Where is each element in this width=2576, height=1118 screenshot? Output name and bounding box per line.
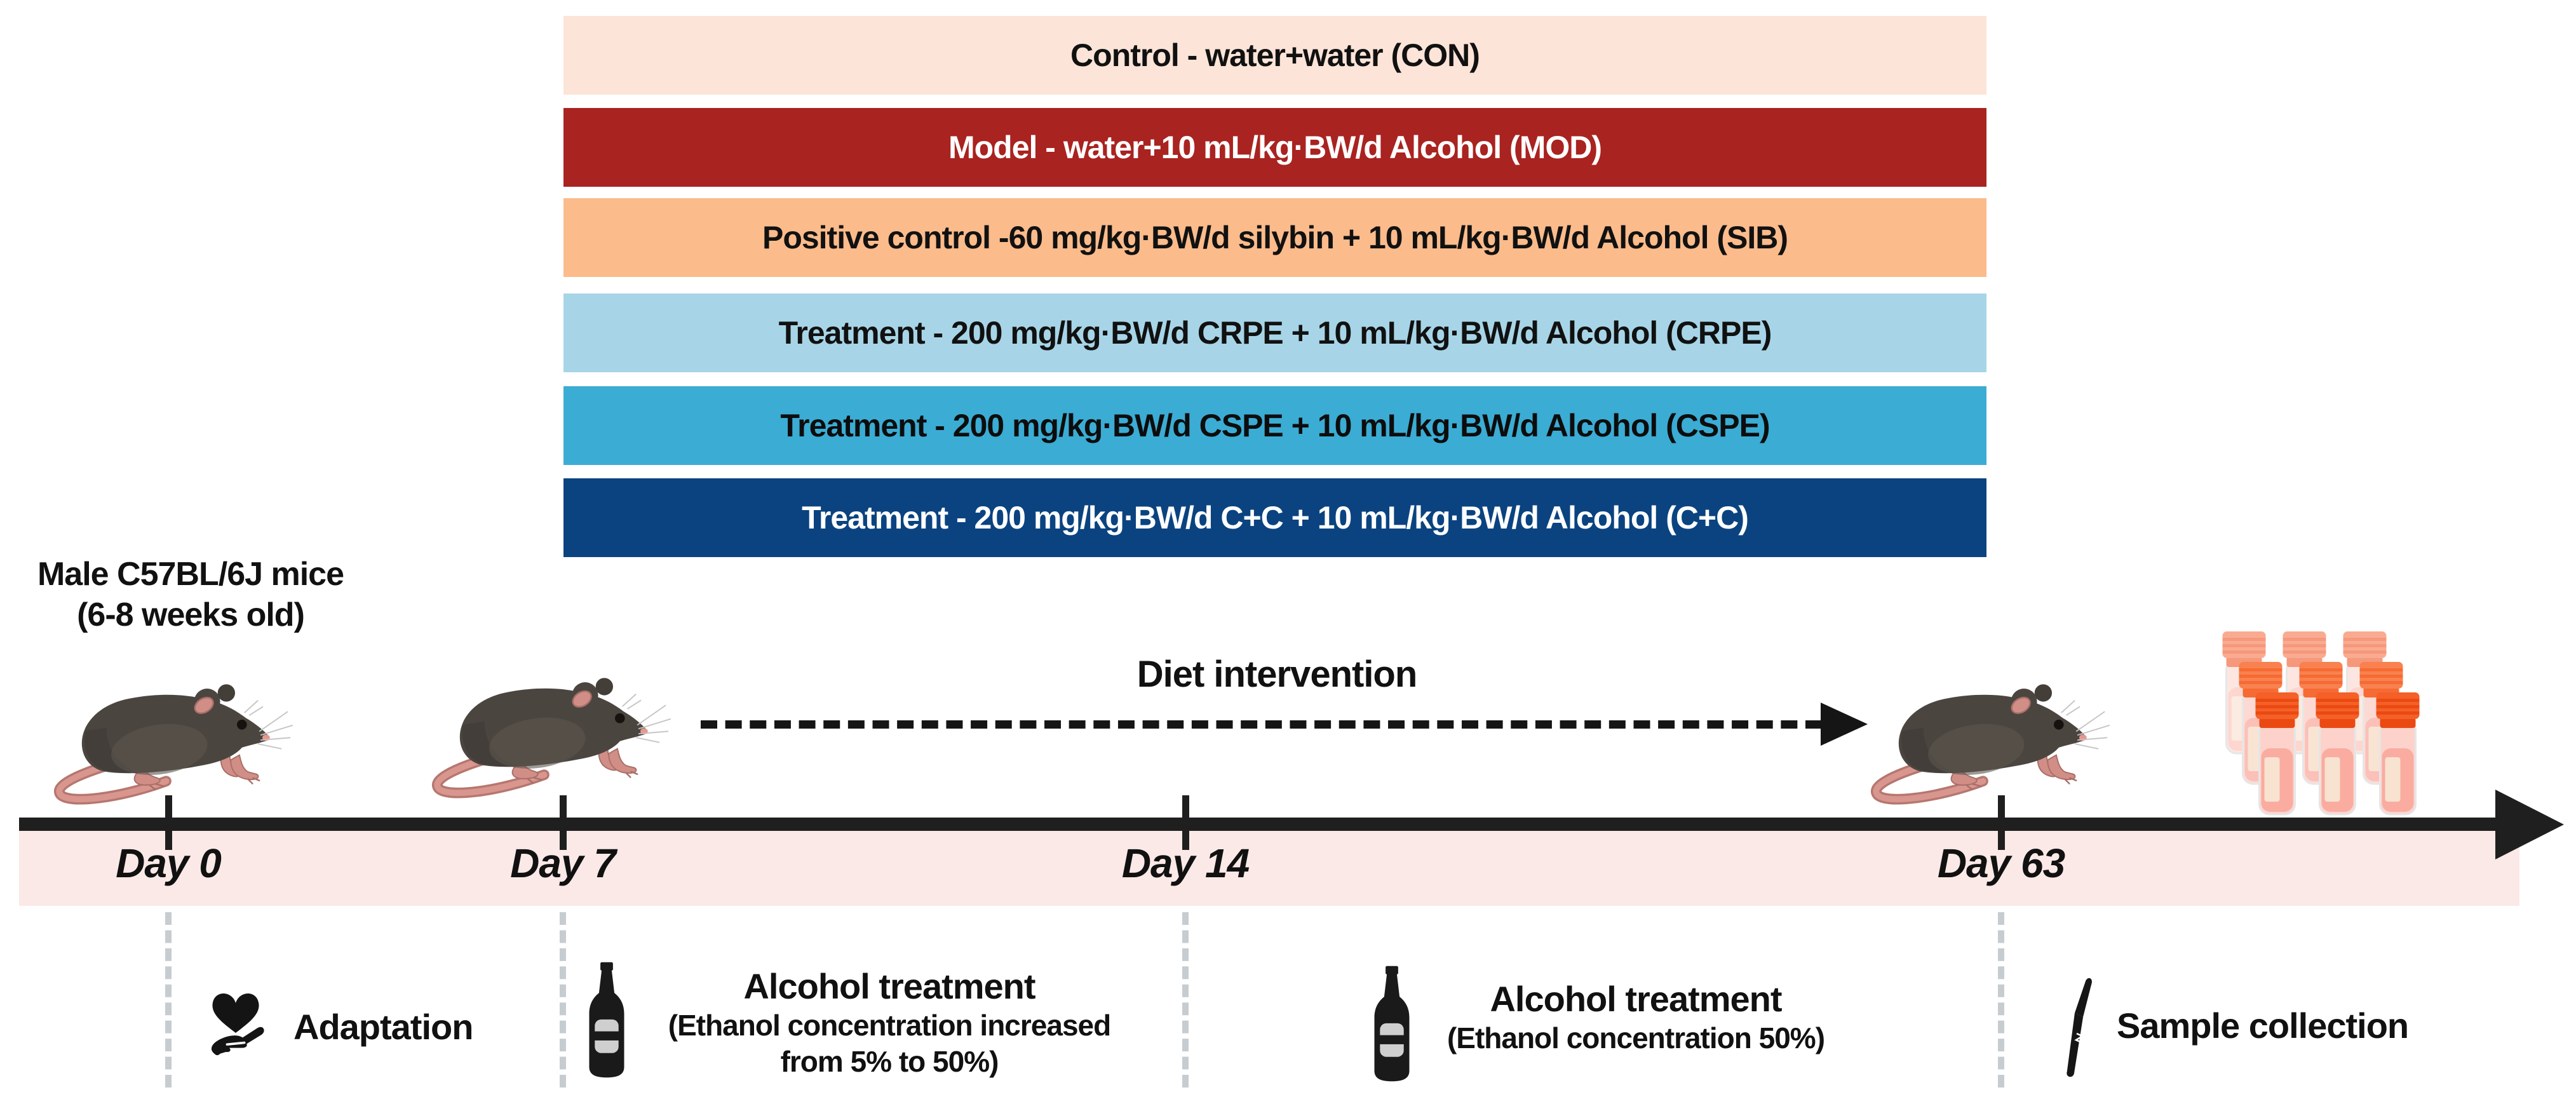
alcohol-treatment-phase2: Alcohol treatment (Ethanol concentration… — [1385, 978, 1887, 1056]
beer-bottle-icon — [586, 959, 628, 1081]
diet-intervention-arrowhead — [1821, 703, 1868, 746]
adaptation-label: Adaptation — [293, 1007, 473, 1047]
alcohol-phase1-title: Alcohol treatment — [743, 966, 1035, 1006]
dropline-day-63 — [1998, 912, 2004, 1088]
group-bar-mod: Model - water+10 mL/kg·BW/d Alcohol (MOD… — [563, 108, 1986, 187]
mouse-illustration — [1861, 653, 2134, 809]
mouse-illustration — [44, 653, 318, 809]
group-bar-cc: Treatment - 200 mg/kg·BW/d C+C + 10 mL/k… — [563, 478, 1986, 557]
day-7-label: Day 7 — [510, 840, 616, 886]
scalpel-icon — [2057, 977, 2098, 1086]
day-63-label: Day 63 — [1937, 840, 2065, 886]
dropline-day-14 — [1182, 912, 1189, 1088]
dropline-day-0 — [165, 912, 172, 1088]
tick-day-14 — [1182, 795, 1189, 850]
day-0-label: Day 0 — [116, 840, 222, 886]
alcohol-phase2-title: Alcohol treatment — [1490, 979, 1782, 1019]
diet-intervention-label: Diet intervention — [1136, 654, 1418, 695]
day-14-label: Day 14 — [1121, 840, 1250, 886]
timeline-axis — [19, 818, 2500, 831]
group-bar-sib: Positive control -60 mg/kg·BW/d silybin … — [563, 198, 1986, 277]
sample-collection-label: Sample collection — [2117, 1006, 2409, 1046]
alcohol-treatment-phase1: Alcohol treatment (Ethanol concentration… — [635, 966, 1143, 1080]
heart-in-hand-icon — [198, 983, 273, 1058]
group-bar-con: Control - water+water (CON) — [563, 16, 1986, 95]
timeline-arrowhead — [2495, 790, 2564, 859]
sample-tubes-illustration — [2222, 630, 2420, 816]
mouse-illustration — [422, 647, 696, 802]
tick-day-63 — [1998, 795, 2005, 850]
group-bar-crpe: Treatment - 200 mg/kg·BW/d CRPE + 10 mL/… — [563, 293, 1986, 372]
alcohol-phase2-sub1: (Ethanol concentration 50%) — [1446, 1021, 1825, 1054]
diet-intervention-dashed-arrow — [701, 720, 1822, 729]
timeline-band — [19, 831, 2519, 906]
tick-day-7 — [560, 795, 567, 850]
tick-day-0 — [165, 795, 172, 850]
dropline-day-7 — [560, 912, 566, 1088]
alcohol-phase1-sub2: from 5% to 50%) — [780, 1045, 999, 1078]
subject-line1: Male C57BL/6J mice — [37, 556, 344, 593]
group-bar-cspe: Treatment - 200 mg/kg·BW/d CSPE + 10 mL/… — [563, 386, 1986, 465]
subject-line2: (6-8 weeks old) — [77, 596, 305, 633]
alcohol-phase1-sub1: (Ethanol concentration increased — [668, 1009, 1111, 1042]
subject-description: Male C57BL/6J mice (6-8 weeks old) — [10, 554, 372, 635]
